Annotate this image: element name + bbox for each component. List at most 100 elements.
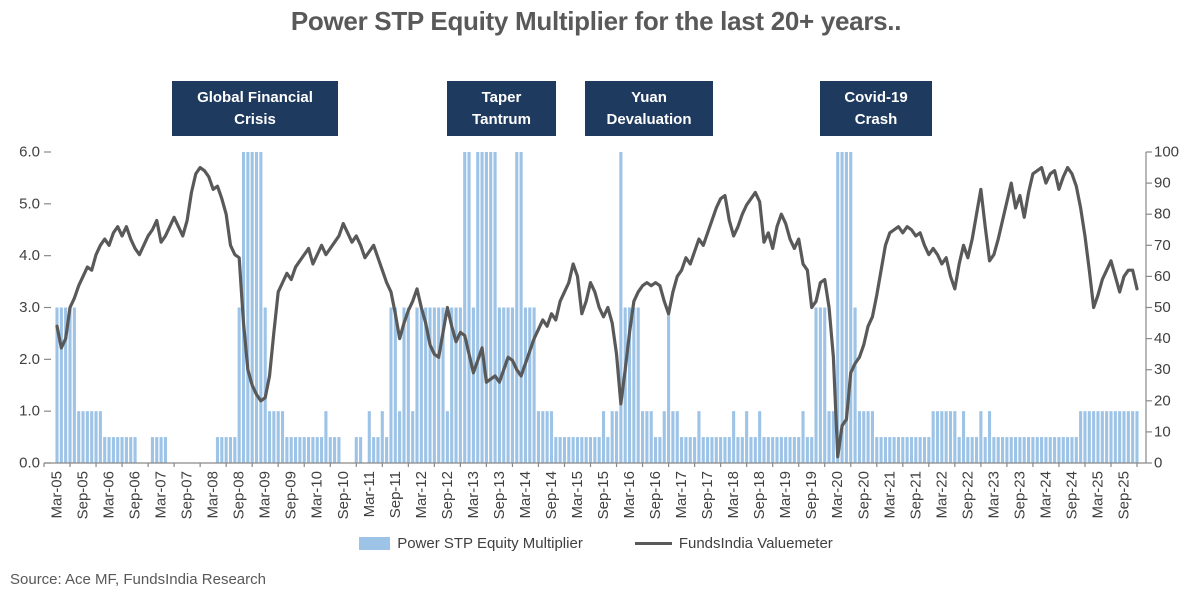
- legend-item-multiplier: Power STP Equity Multiplier: [359, 535, 583, 552]
- bar: [72, 307, 76, 463]
- bar: [593, 437, 597, 463]
- bar: [818, 307, 822, 463]
- bar: [311, 437, 315, 463]
- bar: [354, 437, 358, 463]
- bar: [658, 437, 662, 463]
- bar: [554, 437, 558, 463]
- bar: [467, 152, 471, 463]
- bar: [1057, 437, 1061, 463]
- bar: [419, 307, 423, 463]
- x-axis-label: Mar-21: [881, 471, 898, 519]
- bar: [1131, 411, 1135, 463]
- bar: [927, 437, 931, 463]
- bar: [992, 437, 996, 463]
- bar: [59, 307, 63, 463]
- bar: [788, 437, 792, 463]
- bar: [90, 411, 94, 463]
- bar: [1035, 437, 1039, 463]
- bar: [77, 411, 81, 463]
- bar: [758, 411, 762, 463]
- bar: [549, 411, 554, 463]
- bar: [1014, 437, 1018, 463]
- callout-line: Yuan: [631, 88, 667, 106]
- bar: [558, 437, 562, 463]
- bar: [437, 307, 441, 463]
- bar: [406, 307, 410, 463]
- bar: [328, 437, 332, 463]
- bar: [302, 437, 306, 463]
- callout-covid-crash: Covid-19 Crash: [820, 81, 932, 136]
- bar: [536, 411, 540, 463]
- bar: [714, 437, 718, 463]
- bar: [259, 152, 263, 463]
- bar: [1031, 437, 1035, 463]
- bar: [779, 437, 783, 463]
- x-axis-label: Mar-11: [361, 471, 378, 517]
- bar: [1092, 411, 1096, 463]
- axes: [43, 151, 1152, 467]
- x-axis-label: Sep-06: [127, 471, 144, 519]
- x-axis-label: Mar-20: [829, 471, 846, 519]
- bar: [706, 437, 710, 463]
- x-axis-label: Sep-24: [1063, 471, 1080, 519]
- bar: [545, 411, 549, 463]
- bar: [866, 411, 870, 463]
- bar: [562, 437, 567, 463]
- bar: [441, 307, 445, 463]
- bar: [445, 411, 449, 463]
- bar: [580, 437, 584, 463]
- bar: [567, 437, 571, 463]
- bar: [471, 307, 475, 463]
- bar: [771, 437, 775, 463]
- bar: [94, 411, 98, 463]
- bar: [614, 411, 619, 463]
- bar: [909, 437, 914, 463]
- left-axis-label: 2.0: [19, 351, 40, 368]
- x-axis-label: Sep-25: [1116, 471, 1133, 519]
- bar: [528, 307, 532, 463]
- bar: [953, 411, 957, 463]
- x-axis-label: Sep-21: [907, 471, 924, 519]
- bar: [541, 411, 545, 463]
- right-axis-label: 30: [1154, 361, 1171, 378]
- bar: [515, 152, 519, 463]
- bar: [333, 437, 337, 463]
- right-axis-label: 20: [1154, 392, 1171, 409]
- bar: [159, 437, 163, 463]
- callout-line: Tantrum: [472, 110, 531, 128]
- bar: [103, 437, 107, 463]
- bar: [654, 437, 658, 463]
- bar: [237, 307, 241, 463]
- line-series-swatch: [634, 542, 672, 545]
- bar: [974, 437, 979, 463]
- bar: [931, 411, 935, 463]
- bar: [1053, 437, 1057, 463]
- bar: [632, 307, 636, 463]
- bar: [883, 437, 887, 463]
- bar: [393, 307, 397, 463]
- x-axis-label: Mar-19: [777, 471, 794, 519]
- bar: [784, 437, 788, 463]
- callout-line: Crash: [854, 110, 898, 128]
- x-axis-label: Sep-16: [647, 471, 664, 519]
- bar: [836, 152, 840, 463]
- bar: [215, 437, 220, 463]
- x-axis-label: Mar-05: [49, 471, 66, 519]
- bar: [805, 437, 809, 463]
- bar: [823, 307, 827, 463]
- bar: [701, 437, 705, 463]
- bar: [385, 437, 389, 463]
- bar: [844, 152, 848, 463]
- bar: [987, 411, 992, 463]
- bar: [749, 437, 753, 463]
- callout-global-financial-crisis: Global Financial Crisis: [172, 81, 338, 136]
- bar: [918, 437, 922, 463]
- bar: [1100, 411, 1104, 463]
- legend-item-valuemeter: FundsIndia Valuemeter: [634, 535, 833, 552]
- bar: [879, 437, 883, 463]
- bar: [775, 437, 779, 463]
- callout-line: Crisis: [234, 110, 276, 128]
- bar: [935, 411, 940, 463]
- bar: [220, 437, 224, 463]
